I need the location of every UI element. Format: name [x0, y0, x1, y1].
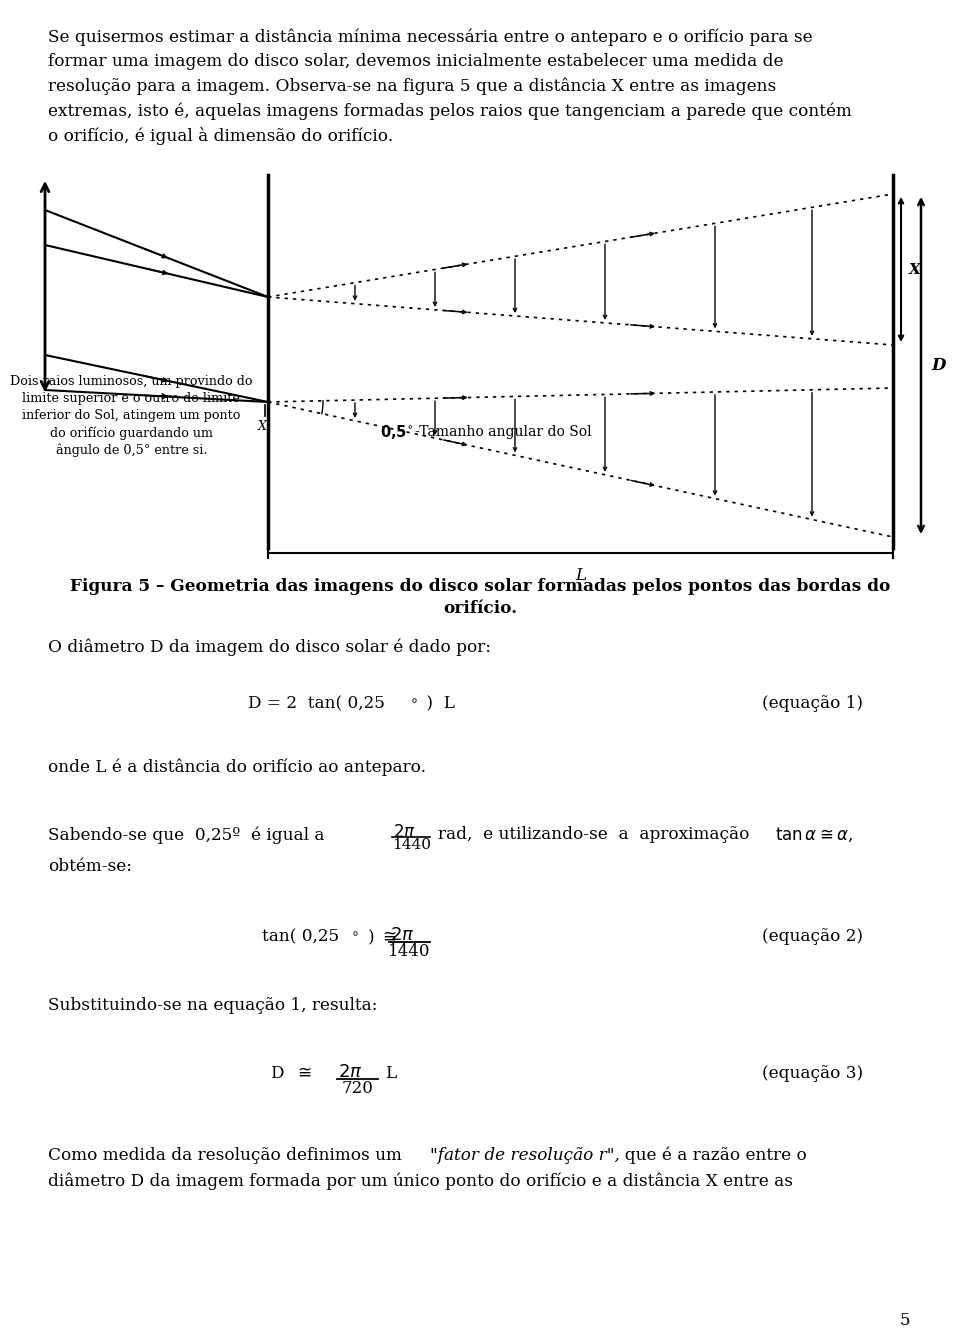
Text: 5: 5	[900, 1313, 910, 1329]
Text: $2\pi$: $2\pi$	[393, 824, 416, 840]
Text: 1440: 1440	[388, 943, 430, 960]
Text: D = 2  tan( 0,25: D = 2 tan( 0,25	[248, 695, 385, 712]
Text: (equação 3): (equação 3)	[762, 1065, 863, 1082]
Text: Sabendo-se que  0,25º  é igual a: Sabendo-se que 0,25º é igual a	[48, 826, 324, 843]
Text: Como medida da resolução definimos um: Como medida da resolução definimos um	[48, 1147, 413, 1165]
Text: -Tamanho angular do Sol: -Tamanho angular do Sol	[415, 426, 591, 439]
Text: Dois raios luminosos, um provindo do
limite superior e o outro do limite
inferio: Dois raios luminosos, um provindo do lim…	[10, 375, 252, 458]
Text: L: L	[385, 1065, 396, 1082]
Text: (equação 1): (equação 1)	[762, 695, 863, 712]
Text: $\tan\alpha\cong\alpha$,: $\tan\alpha\cong\alpha$,	[775, 826, 853, 844]
Text: diâmetro D da imagem formada por um único ponto do orifício e a distância X entr: diâmetro D da imagem formada por um únic…	[48, 1173, 793, 1190]
Text: 1440: 1440	[392, 838, 431, 852]
Text: D  $\cong$: D $\cong$	[270, 1065, 312, 1082]
Text: obtém-se:: obtém-se:	[48, 858, 132, 875]
Text: Se quisermos estimar a distância mínima necessária entre o anteparo e o orifício: Se quisermos estimar a distância mínima …	[48, 28, 852, 145]
Text: $\mathbf{0{,}5^{\circ}}$: $\mathbf{0{,}5^{\circ}}$	[380, 423, 413, 442]
Text: orifício.: orifício.	[443, 600, 517, 618]
Text: que é a razão entre o: que é a razão entre o	[614, 1147, 806, 1165]
Text: D: D	[931, 358, 946, 374]
Text: )  L: ) L	[421, 695, 455, 712]
Text: O diâmetro D da imagem do disco solar é dado por:: O diâmetro D da imagem do disco solar é …	[48, 638, 491, 655]
Text: $2\pi$: $2\pi$	[390, 926, 415, 944]
Text: "fator de resolução r",: "fator de resolução r",	[430, 1147, 620, 1165]
Text: °: °	[352, 931, 359, 944]
Text: X: X	[257, 420, 267, 434]
Text: Figura 5 – Geometria das imagens do disco solar formadas pelos pontos das bordas: Figura 5 – Geometria das imagens do disc…	[70, 578, 890, 595]
Text: L: L	[575, 567, 586, 584]
Text: $2\pi$: $2\pi$	[338, 1063, 363, 1081]
Text: °: °	[411, 698, 418, 712]
Text: X: X	[909, 263, 921, 276]
Text: 720: 720	[342, 1081, 373, 1097]
Text: onde L é a distância do orifício ao anteparo.: onde L é a distância do orifício ao ante…	[48, 758, 426, 775]
Text: tan( 0,25: tan( 0,25	[262, 928, 339, 944]
Text: rad,  e utilizando-se  a  aproximação: rad, e utilizando-se a aproximação	[438, 826, 750, 843]
Text: Substituindo-se na equação 1, resulta:: Substituindo-se na equação 1, resulta:	[48, 996, 377, 1014]
Text: ) $\cong$: ) $\cong$	[362, 928, 397, 947]
Text: (equação 2): (equação 2)	[762, 928, 863, 944]
